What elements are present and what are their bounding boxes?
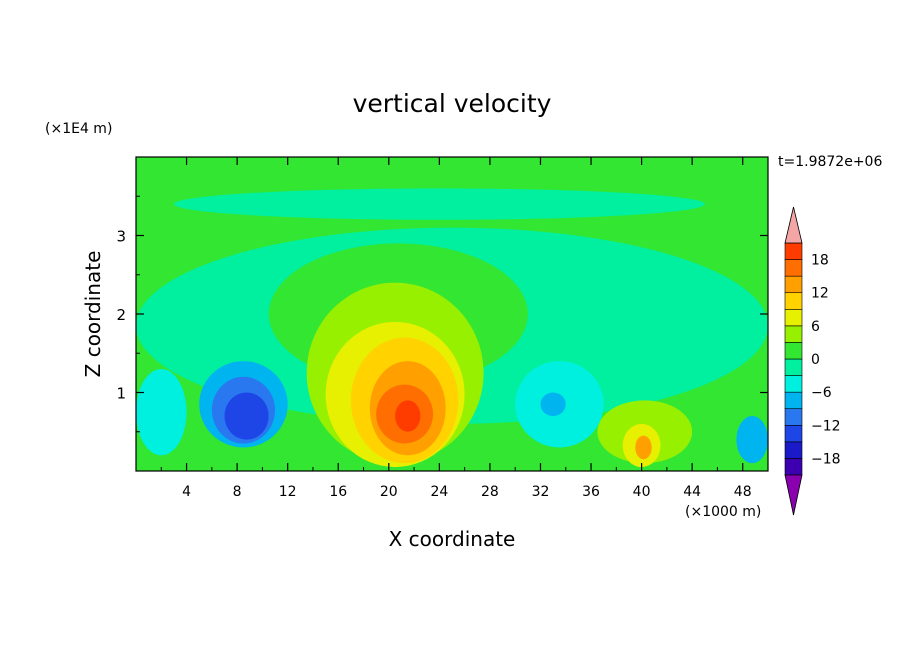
x-tick-label: 44 (683, 484, 701, 500)
x-tick-label: 32 (532, 484, 550, 500)
x-tick-label: 20 (380, 484, 398, 500)
x-axis: 4 8 12 16 20 24 28 32 36 40 44 48 (160, 157, 752, 500)
colorbar-swatch (784, 275, 803, 294)
colorbar-tick-label: −6 (811, 385, 832, 401)
colorbar-swatch (784, 308, 803, 327)
x-tick-label: 16 (329, 484, 347, 500)
y-unit-label: (×1E4 m) (45, 121, 112, 137)
x-tick-label: 48 (734, 484, 752, 500)
colorbar-tick-label: 0 (811, 352, 820, 368)
field-region (540, 392, 566, 417)
y-tick-label: 1 (116, 385, 126, 403)
x-tick-label: 28 (481, 484, 499, 500)
y-tick-label: 3 (116, 228, 126, 246)
chart-title: vertical velocity (353, 89, 552, 118)
x-axis-title: X coordinate (389, 527, 516, 551)
y-axis-title: Z coordinate (81, 251, 105, 378)
y-tick-label: 2 (116, 306, 126, 324)
colorbar-tick-label: −12 (811, 418, 841, 434)
field-region (736, 416, 768, 464)
field-region (173, 188, 705, 220)
colorbar-tick-label: −18 (811, 451, 841, 467)
y-axis: 1 2 3 (116, 195, 768, 433)
field-region (635, 435, 652, 460)
colorbar-swatch (784, 408, 803, 426)
colorbar-swatch (784, 242, 803, 260)
x-tick-label: 4 (182, 484, 191, 500)
colorbar-under-arrow (784, 474, 803, 516)
colorbar-swatch (784, 458, 803, 476)
x-unit-label: (×1000 m) (685, 504, 761, 520)
x-tick-label: 36 (582, 484, 600, 500)
field-region (224, 392, 269, 440)
field-region (136, 368, 187, 456)
colorbar-swatch (784, 292, 803, 310)
colorbar-swatch (784, 375, 803, 393)
field-region (395, 400, 421, 432)
colorbar-tick-label: 6 (811, 319, 820, 335)
colorbar-tick-label: 18 (811, 253, 829, 269)
colorbar-swatch (784, 441, 803, 459)
x-tick-label: 12 (279, 484, 297, 500)
colorbar-swatch (784, 424, 803, 443)
x-tick-label: 8 (233, 484, 242, 500)
colorbar: −18 −12 −6 0 6 12 18 (784, 206, 841, 516)
colorbar-swatch (784, 391, 803, 410)
colorbar-tick-label: 12 (811, 286, 829, 302)
time-label: t=1.9872e+06 (778, 154, 882, 170)
colorbar-swatch (784, 325, 803, 343)
x-tick-label: 24 (430, 484, 448, 500)
colorbar-swatch (784, 259, 803, 277)
colorbar-swatch (784, 358, 803, 376)
x-tick-label: 40 (633, 484, 651, 500)
colorbar-over-arrow (784, 206, 803, 244)
plot-area (136, 157, 768, 471)
colorbar-swatch (784, 342, 803, 360)
